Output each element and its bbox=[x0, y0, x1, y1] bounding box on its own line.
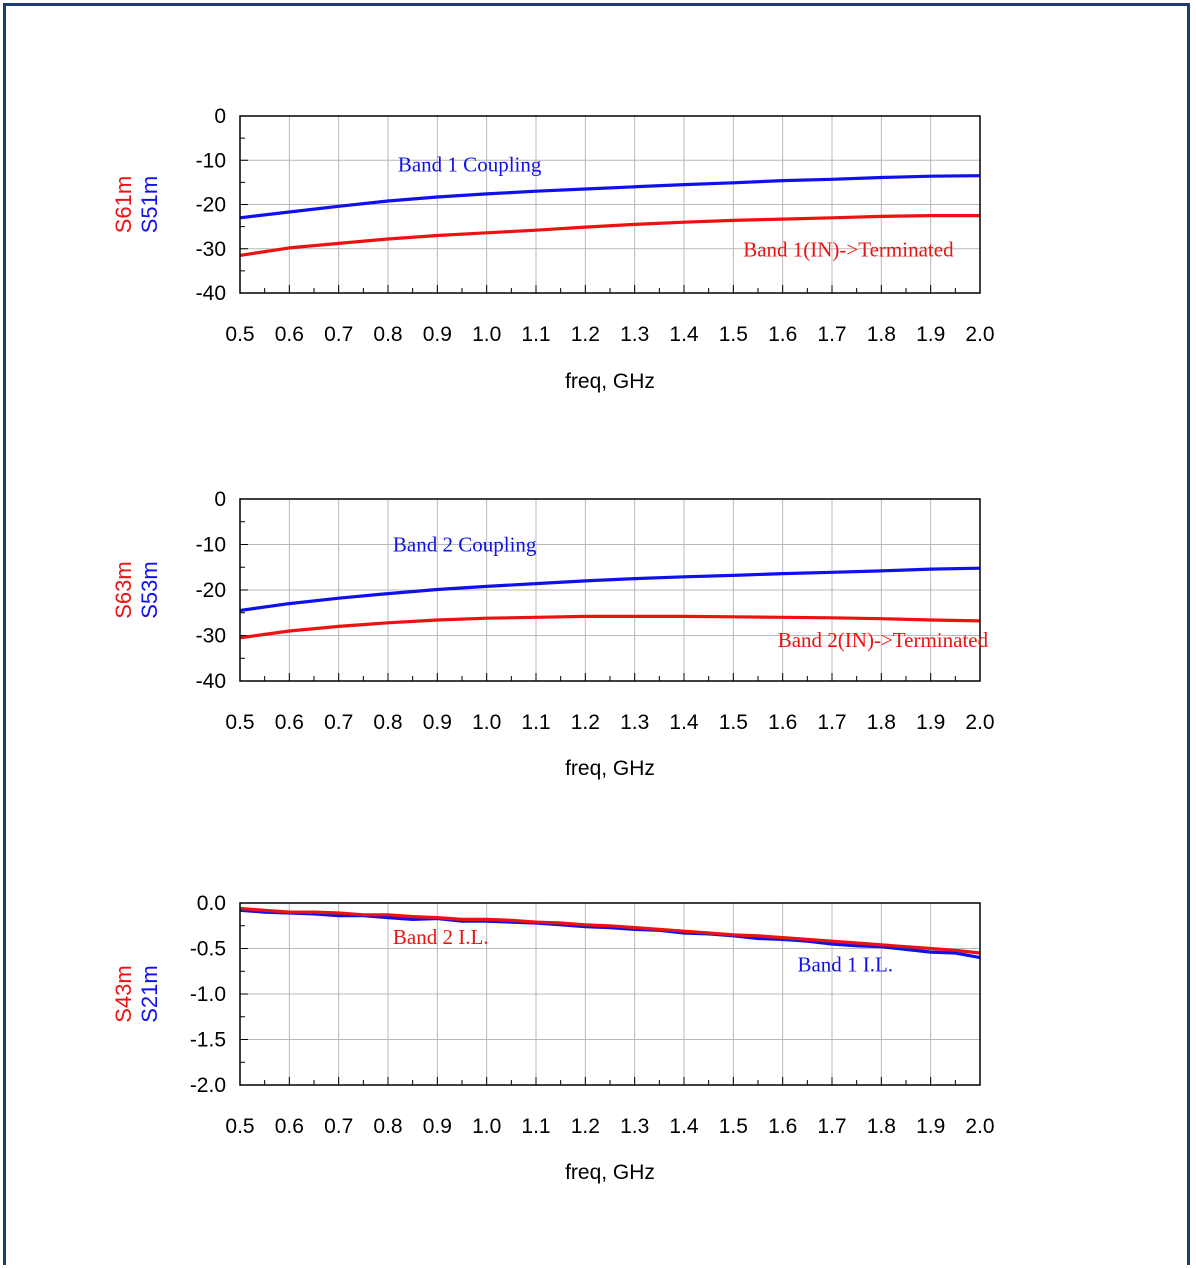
x-tick-label: 1.6 bbox=[768, 1115, 797, 1138]
annotation-label: Band 1(IN)->Terminated bbox=[743, 237, 954, 261]
x-tick-label: 0.5 bbox=[225, 1115, 254, 1138]
y-tick-label: -0.5 bbox=[190, 938, 226, 961]
x-tick-label: 1.6 bbox=[768, 711, 797, 734]
y-axis-label: S53m bbox=[137, 561, 162, 618]
annotation-label: Band 2(IN)->Terminated bbox=[778, 628, 989, 652]
x-tick-label: 1.9 bbox=[916, 711, 945, 734]
x-tick-label: 1.3 bbox=[620, 711, 649, 734]
chart-1: 0.5 0.6 0.7 0.8 0.9 1.0 1.1 1.2 1.3 1.4 1.5 1.6 1.7 1… bbox=[111, 105, 995, 393]
x-tick-label: 1.0 bbox=[472, 323, 501, 346]
y-tick-label: 0.0 bbox=[197, 892, 226, 915]
x-tick-label: 1.7 bbox=[817, 1115, 846, 1138]
figure-frame bbox=[3, 3, 1190, 1265]
x-tick-label: 0.8 bbox=[373, 711, 402, 734]
x-tick-label: 1.2 bbox=[571, 1115, 600, 1138]
x-tick-label: 0.5 bbox=[225, 711, 254, 734]
x-tick-label: 1.1 bbox=[521, 323, 550, 346]
x-axis-label: freq, GHz bbox=[565, 757, 655, 780]
y-tick-label: 0 bbox=[214, 488, 226, 511]
x-tick-label: 1.1 bbox=[521, 1115, 550, 1138]
y-tick-label: -10 bbox=[196, 534, 226, 557]
plot-frame bbox=[239, 902, 981, 1086]
y-tick-label: 0 bbox=[214, 105, 226, 128]
x-tick-label: 1.3 bbox=[620, 1115, 649, 1138]
y-tick-label: -40 bbox=[196, 670, 226, 693]
series-line-S43m bbox=[239, 906, 981, 955]
x-tick-label: 0.7 bbox=[324, 1115, 353, 1138]
y-tick-label: -1.5 bbox=[190, 1029, 226, 1052]
x-tick-label: 0.5 bbox=[225, 323, 254, 346]
x-tick-label: 1.4 bbox=[669, 323, 699, 346]
x-axis-label: freq, GHz bbox=[565, 1161, 655, 1184]
x-tick-label: 0.6 bbox=[275, 711, 304, 734]
x-tick-label: 1.9 bbox=[916, 1115, 945, 1138]
annotation-label: Band 1 I.L. bbox=[797, 952, 893, 976]
x-tick-label: 0.9 bbox=[423, 711, 452, 734]
y-axis-label: S51m bbox=[137, 176, 162, 233]
chart-3: 0.5 0.6 0.7 0.8 0.9 1.0 1.1 1.2 1.3 1.4 1.5 1.6 1.7 1… bbox=[111, 892, 995, 1184]
x-tick-label: 1.4 bbox=[669, 711, 699, 734]
series-line-S63m bbox=[239, 614, 981, 640]
x-tick-label: 1.9 bbox=[916, 323, 945, 346]
y-tick-label: -2.0 bbox=[190, 1074, 226, 1097]
annotation-label: Band 2 Coupling bbox=[393, 532, 537, 556]
x-tick-label: 0.6 bbox=[275, 1115, 304, 1138]
x-tick-label: 1.2 bbox=[571, 323, 600, 346]
y-axis-label: S63m bbox=[111, 561, 136, 618]
annotation-label: Band 1 Coupling bbox=[398, 152, 542, 176]
x-tick-label: 0.9 bbox=[423, 1115, 452, 1138]
x-tick-label: 0.6 bbox=[275, 323, 304, 346]
annotation-label: Band 2 I.L. bbox=[393, 925, 489, 949]
series-line-S21m bbox=[239, 908, 981, 960]
x-tick-label: 1.1 bbox=[521, 711, 550, 734]
x-axis-label: freq, GHz bbox=[565, 370, 655, 393]
y-axis-label: S43m bbox=[111, 965, 136, 1022]
y-tick-label: -1.0 bbox=[190, 983, 226, 1006]
y-tick-label: -30 bbox=[196, 238, 226, 261]
y-tick-label: -30 bbox=[196, 625, 226, 648]
series-line-S61m bbox=[239, 214, 980, 257]
x-tick-label: 1.0 bbox=[472, 711, 501, 734]
x-tick-label: 1.4 bbox=[669, 1115, 699, 1138]
series-line-S53m bbox=[239, 566, 981, 613]
series-line-S51m bbox=[239, 174, 981, 220]
x-tick-label: 0.8 bbox=[373, 323, 402, 346]
x-tick-label: 2.0 bbox=[965, 323, 994, 346]
plot-frame bbox=[239, 498, 981, 682]
y-tick-label: -40 bbox=[196, 282, 226, 305]
x-tick-label: 0.9 bbox=[423, 323, 452, 346]
x-tick-label: 2.0 bbox=[965, 711, 994, 734]
x-tick-label: 1.3 bbox=[620, 323, 649, 346]
x-tick-label: 1.6 bbox=[768, 323, 797, 346]
plot-frame bbox=[239, 115, 981, 294]
x-tick-label: 0.7 bbox=[324, 711, 353, 734]
x-tick-label: 0.7 bbox=[324, 323, 353, 346]
x-tick-label: 1.5 bbox=[719, 711, 748, 734]
x-tick-label: 1.8 bbox=[867, 323, 896, 346]
x-tick-label: 1.0 bbox=[472, 1115, 501, 1138]
x-tick-label: 2.0 bbox=[965, 1115, 994, 1138]
x-tick-label: 1.7 bbox=[817, 323, 846, 346]
x-tick-label: 1.8 bbox=[867, 711, 896, 734]
y-tick-label: -20 bbox=[196, 579, 226, 602]
x-tick-label: 1.8 bbox=[867, 1115, 896, 1138]
y-tick-label: -20 bbox=[196, 194, 226, 217]
y-axis-label: S61m bbox=[111, 176, 136, 233]
x-tick-label: 0.8 bbox=[373, 1115, 402, 1138]
x-tick-label: 1.7 bbox=[817, 711, 846, 734]
x-tick-label: 1.2 bbox=[571, 711, 600, 734]
x-tick-label: 1.5 bbox=[719, 323, 748, 346]
y-tick-label: -10 bbox=[196, 149, 226, 172]
y-axis-label: S21m bbox=[137, 965, 162, 1022]
x-tick-label: 1.5 bbox=[719, 1115, 748, 1138]
chart-2: 0.5 0.6 0.7 0.8 0.9 1.0 1.1 1.2 1.3 1.4 1.5 1.6 1.7 1… bbox=[111, 488, 995, 780]
